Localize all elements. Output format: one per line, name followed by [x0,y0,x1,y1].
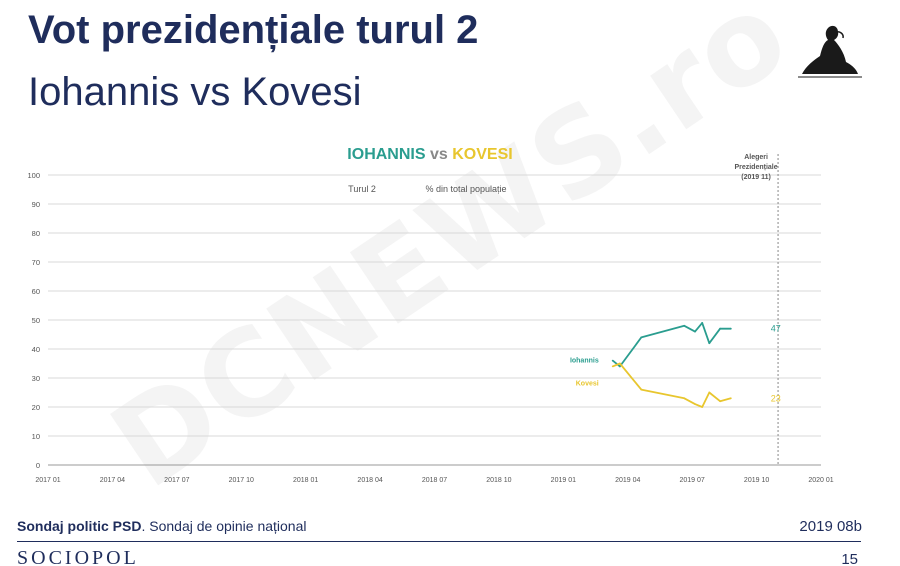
chart-title-kovesi: KOVESI [452,146,512,163]
footer-edition: 2019 08b [799,518,862,535]
line-chart: IOHANNIS vs KOVESI Turul 2 % din total p… [27,146,833,484]
data-point-kovesi [618,362,621,365]
data-point-iohannis [708,342,711,345]
y-tick-label: 30 [32,374,40,383]
y-tick-label: 60 [32,287,40,296]
reference-line-label: Prezidențiale [734,164,777,171]
x-tick-label: 2018 04 [357,477,382,484]
reference-line-label: Alegeri [744,154,768,161]
series-line-kovesi [612,362,732,408]
data-point-iohannis [611,359,614,362]
x-tick-label: 2018 10 [486,477,511,484]
x-tick-label: 2018 01 [293,477,318,484]
sociopol-thinker-logo-icon [798,25,862,78]
series-end-value-iohannis: 47 [771,324,781,334]
y-tick-label: 40 [32,345,40,354]
y-tick-label: 20 [32,403,40,412]
footer-divider [17,541,861,542]
y-tick-label: 70 [32,258,40,267]
x-tick-label: 2019 10 [744,477,769,484]
data-point-kovesi [701,406,704,408]
x-tick-label: 2017 04 [100,477,125,484]
data-point-iohannis [719,327,721,330]
data-point-iohannis [640,336,643,339]
x-tick-label: 2019 04 [615,477,640,484]
data-point-kovesi [708,391,711,394]
series-line-iohannis [612,321,731,368]
y-tick-label: 0 [36,461,40,470]
data-point-iohannis [729,327,732,330]
slide-subtitle: Iohannis vs Kovesi [28,70,362,114]
slide-title: Vot prezidențiale turul 2 [28,8,479,52]
chart-subtitle-units: % din total populație [425,184,506,194]
x-tick-label: 2018 07 [422,477,447,484]
y-tick-label: 100 [27,171,40,180]
x-tick-label: 2020 01 [808,477,833,484]
series-group: Iohannis 47 Kovesi 23 [570,321,781,408]
chart-title-vs: vs [426,146,453,163]
series-end-value-kovesi: 23 [771,393,781,403]
data-point-kovesi [719,400,721,403]
y-tick-label: 10 [32,432,40,441]
page-number: 15 [841,551,858,566]
data-point-kovesi [640,388,643,391]
y-tick-label: 50 [32,316,40,325]
x-tick-label: 2019 01 [551,477,576,484]
x-tick-label: 2017 01 [35,477,60,484]
series-label-kovesi: Kovesi [576,380,599,387]
series-label-iohannis: Iohannis [570,358,599,365]
footer-source-bold: Sondaj politic PSD [17,518,142,534]
y-axis-ticks: 0 10 20 30 40 50 60 70 80 90 100 [27,171,40,470]
chart-grid [48,174,821,466]
data-point-iohannis [618,365,621,368]
x-tick-label: 2017 07 [164,477,189,484]
data-point-kovesi [611,365,614,368]
reference-line-group: Alegeri Prezidențiale (2019 11) [734,154,779,465]
chart-title-iohannis: IOHANNIS [347,146,426,163]
chart-subtitle-turul: Turul 2 [348,184,376,194]
y-tick-label: 80 [32,229,40,238]
data-point-iohannis [683,324,686,327]
footer-source-rest: . Sondaj de opinie național [141,518,307,534]
chart-title: IOHANNIS vs KOVESI [347,146,512,163]
data-point-iohannis [701,322,704,324]
reference-line-label: (2019 11) [741,174,771,181]
data-point-kovesi [729,397,732,400]
x-tick-label: 2017 10 [229,477,254,484]
x-axis-ticks: 2017 01 2017 04 2017 07 2017 10 2018 01 2018 … [35,477,833,484]
footer-source: Sondaj politic PSD. Sondaj de opinie naț… [17,518,307,534]
data-point-kovesi [683,397,686,400]
y-tick-label: 90 [32,200,40,209]
data-point-kovesi [694,403,696,405]
x-tick-label: 2019 07 [680,477,705,484]
brand-logo: SOCIOPOL [17,547,139,566]
data-point-iohannis [694,330,696,333]
